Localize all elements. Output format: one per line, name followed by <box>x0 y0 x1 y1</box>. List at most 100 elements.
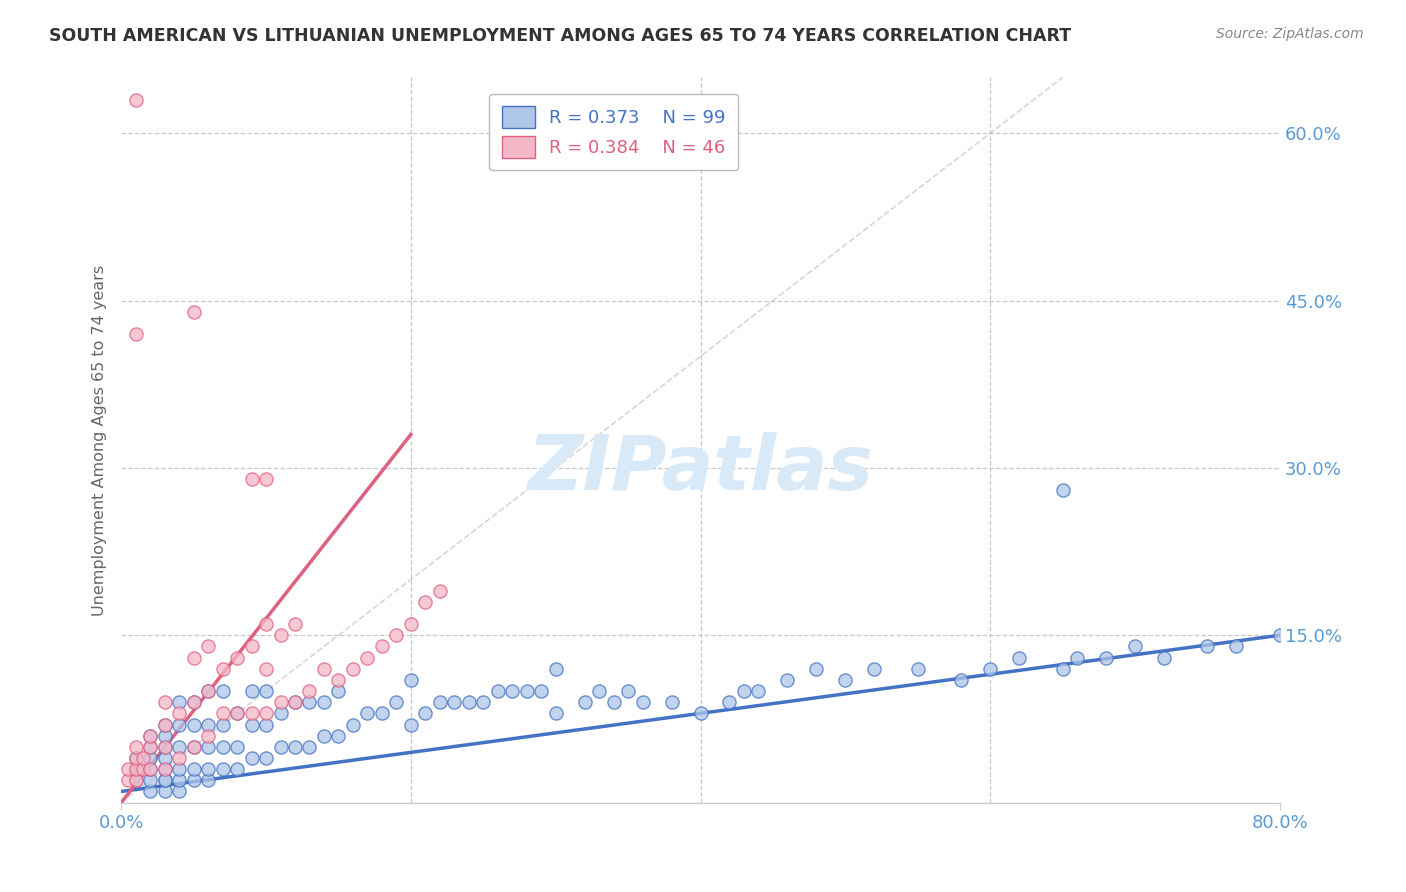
Point <box>661 695 683 709</box>
Point <box>328 673 350 687</box>
Point <box>544 662 567 676</box>
Point <box>153 773 176 788</box>
Y-axis label: Unemployment Among Ages 65 to 74 years: Unemployment Among Ages 65 to 74 years <box>93 264 107 615</box>
Point <box>153 717 176 731</box>
Point <box>385 628 408 642</box>
Point <box>718 695 741 709</box>
Point <box>139 739 162 754</box>
Point <box>125 739 148 754</box>
Point <box>153 695 176 709</box>
Point <box>776 673 799 687</box>
Legend: R = 0.373    N = 99, R = 0.384    N = 46: R = 0.373 N = 99, R = 0.384 N = 46 <box>489 94 738 170</box>
Point <box>298 739 321 754</box>
Point <box>907 662 929 676</box>
Point <box>240 706 263 721</box>
Point <box>167 739 190 754</box>
Point <box>516 684 538 698</box>
Point <box>399 673 422 687</box>
Point <box>342 662 364 676</box>
Point <box>501 684 523 698</box>
Point <box>153 762 176 776</box>
Point <box>183 773 205 788</box>
Point <box>979 662 1001 676</box>
Point <box>1008 650 1031 665</box>
Point <box>125 762 148 776</box>
Point <box>544 706 567 721</box>
Point <box>312 662 335 676</box>
Point <box>139 739 162 754</box>
Point <box>153 717 176 731</box>
Point <box>226 762 249 776</box>
Point <box>211 762 233 776</box>
Point <box>167 784 190 798</box>
Point <box>530 684 553 698</box>
Point <box>298 695 321 709</box>
Text: SOUTH AMERICAN VS LITHUANIAN UNEMPLOYMENT AMONG AGES 65 TO 74 YEARS CORRELATION : SOUTH AMERICAN VS LITHUANIAN UNEMPLOYMEN… <box>49 27 1071 45</box>
Point <box>125 773 148 788</box>
Point <box>197 684 219 698</box>
Point <box>139 773 162 788</box>
Point <box>183 739 205 754</box>
Point <box>240 751 263 765</box>
Point <box>1197 640 1219 654</box>
Point <box>270 739 292 754</box>
Point <box>153 739 176 754</box>
Point <box>284 695 307 709</box>
Point <box>125 762 148 776</box>
Point <box>1268 628 1291 642</box>
Point <box>254 662 277 676</box>
Point <box>183 762 205 776</box>
Point <box>197 773 219 788</box>
Point <box>211 739 233 754</box>
Point <box>197 640 219 654</box>
Point <box>371 706 394 721</box>
Point <box>197 762 219 776</box>
Point <box>240 684 263 698</box>
Point <box>197 729 219 743</box>
Point <box>254 751 277 765</box>
Point <box>153 762 176 776</box>
Point <box>125 751 148 765</box>
Point <box>371 640 394 654</box>
Point <box>139 751 162 765</box>
Point <box>486 684 509 698</box>
Point <box>132 762 155 776</box>
Point <box>117 773 139 788</box>
Point <box>125 751 148 765</box>
Point <box>226 739 249 754</box>
Point <box>1225 640 1247 654</box>
Point <box>153 751 176 765</box>
Point <box>197 717 219 731</box>
Point <box>429 695 451 709</box>
Point <box>328 729 350 743</box>
Point <box>254 617 277 632</box>
Point <box>167 717 190 731</box>
Point <box>183 650 205 665</box>
Point <box>328 684 350 698</box>
Point <box>399 717 422 731</box>
Point <box>153 784 176 798</box>
Point <box>399 617 422 632</box>
Point <box>863 662 886 676</box>
Point <box>834 673 856 687</box>
Point <box>415 595 437 609</box>
Point <box>139 762 162 776</box>
Point <box>342 717 364 731</box>
Point <box>183 695 205 709</box>
Point <box>167 762 190 776</box>
Point <box>125 773 148 788</box>
Point <box>226 706 249 721</box>
Point <box>733 684 755 698</box>
Point <box>1153 650 1175 665</box>
Point <box>1052 662 1074 676</box>
Point <box>153 739 176 754</box>
Point <box>125 326 148 341</box>
Point <box>132 751 155 765</box>
Point <box>153 729 176 743</box>
Point <box>574 695 596 709</box>
Point <box>312 695 335 709</box>
Point <box>197 739 219 754</box>
Point <box>183 304 205 318</box>
Point <box>1095 650 1118 665</box>
Point <box>356 706 378 721</box>
